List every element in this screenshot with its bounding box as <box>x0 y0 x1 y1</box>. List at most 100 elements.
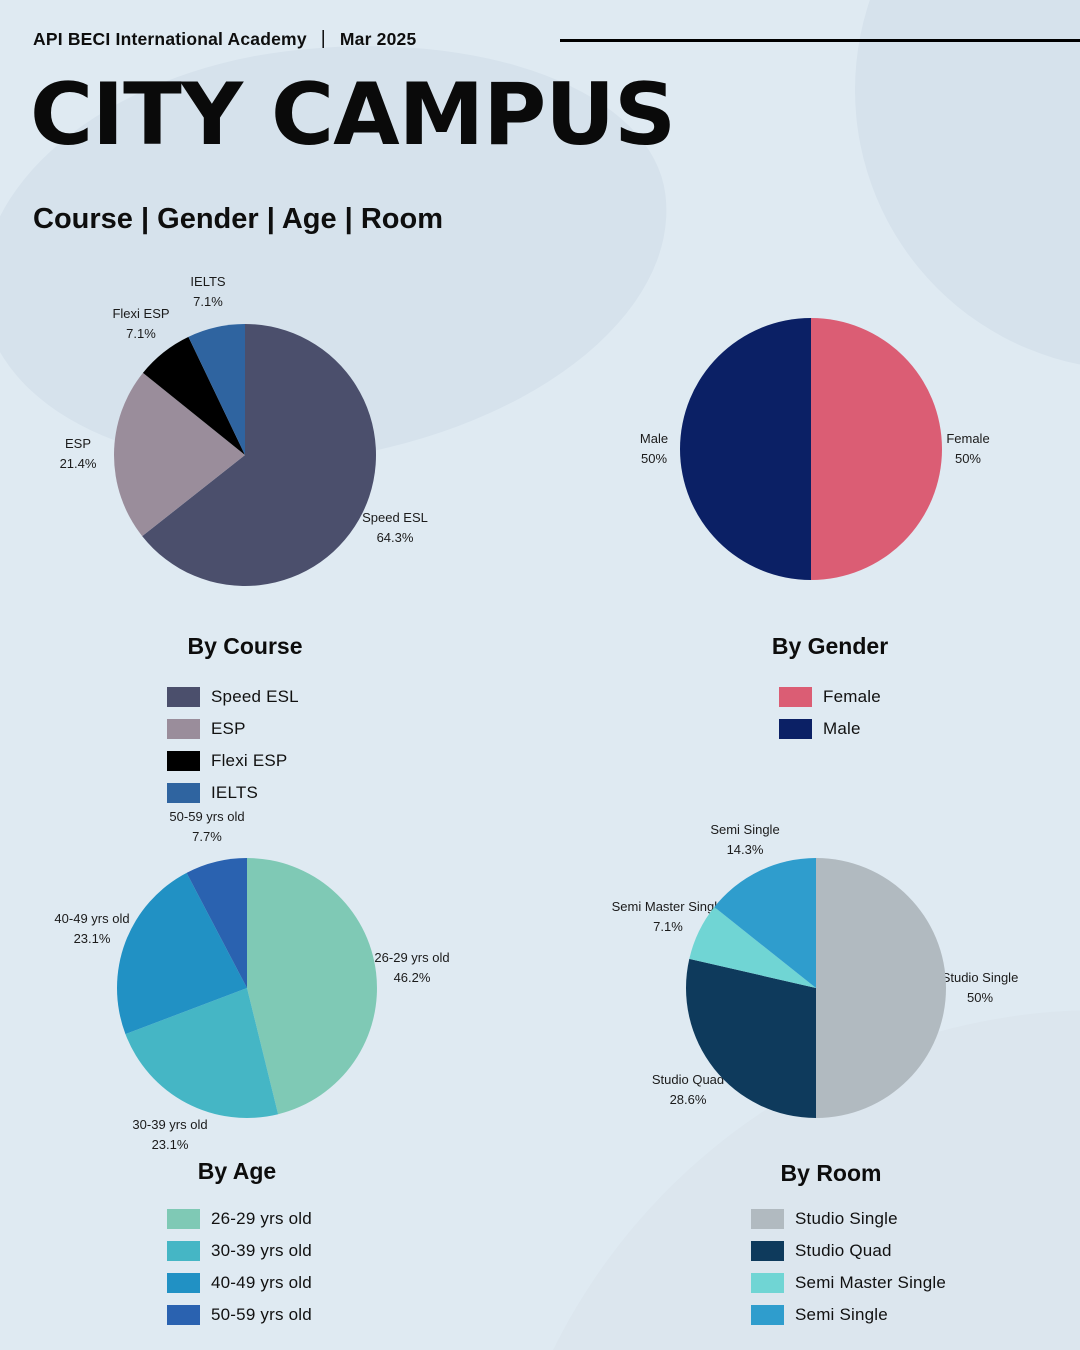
pie-slice-label-female: Female 50% <box>946 429 989 469</box>
legend-label-text: 30-39 yrs old <box>211 1241 312 1260</box>
pie-slice-label-studio-quad: Studio Quad 28.6% <box>652 1070 724 1110</box>
slice-label-text: Studio Single <box>941 969 1019 985</box>
slice-percentage-text: 14.3% <box>726 842 764 857</box>
pie-slice-semi-single <box>714 858 816 988</box>
slice-label-text: Semi Single <box>710 821 780 837</box>
slice-percentage-text: 7.7% <box>192 829 222 844</box>
legend-swatch-studio-single <box>751 1209 784 1229</box>
pie-slice-semi-master-single <box>689 907 816 988</box>
pie-chart-by-room <box>685 858 946 1118</box>
pie-slice-label-studio-single: Studio Single 50% <box>942 968 1019 1008</box>
header-divider: | <box>320 28 326 49</box>
slice-percentage-text: 28.6% <box>669 1092 707 1107</box>
chart-title-by-age: By Age <box>197 1158 277 1184</box>
pie-slice-40-49-yrs-old <box>117 872 247 1035</box>
legend-item-semi-single: Semi Single <box>751 1299 946 1331</box>
legend-label-text: 50-59 yrs old <box>211 1305 312 1324</box>
pie-slice-label-50-59-yrs-old: 50-59 yrs old 7.7% <box>169 807 244 847</box>
slice-label-text: Flexi ESP <box>112 305 170 321</box>
legend-swatch-female <box>779 687 812 707</box>
legend-item-50-59-yrs-old: 50-59 yrs old <box>167 1299 312 1331</box>
slice-percentage-text: 7.1% <box>193 294 223 309</box>
pie-chart-by-course <box>114 324 377 586</box>
pie-slice-studio-single <box>816 858 946 1118</box>
legend-swatch-studio-quad <box>751 1241 784 1261</box>
slice-percentage-text: 21.4% <box>59 456 97 471</box>
pie-slice-label-semi-single: Semi Single 14.3% <box>710 820 779 860</box>
pie-slice-26-29-yrs-old <box>247 858 377 1115</box>
pie-slice-30-39-yrs-old <box>125 988 279 1118</box>
legend-item-esp: ESP <box>167 713 299 745</box>
slice-label-text: Semi Master Single <box>611 898 725 914</box>
legend-swatch-ielts <box>167 783 200 803</box>
pie-slice-label-40-49-yrs-old: 40-49 yrs old 23.1% <box>54 909 129 949</box>
slice-percentage-text: 46.2% <box>393 970 431 985</box>
pie-slice-label-speed-esl: Speed ESL 64.3% <box>362 508 428 548</box>
pie-slice-label-ielts: IELTS 7.1% <box>190 272 225 312</box>
legend-swatch-50-59-yrs-old <box>167 1305 200 1325</box>
legend-label-text: Flexi ESP <box>211 751 288 770</box>
slice-label-text: Studio Quad <box>651 1071 725 1087</box>
legend-label-text: Semi Master Single <box>795 1273 946 1292</box>
slice-percentage-text: 50% <box>640 451 668 466</box>
legend-item-studio-quad: Studio Quad <box>751 1235 946 1267</box>
header: API BECI International Academy | Mar 202… <box>33 28 416 50</box>
slice-percentage-text: 64.3% <box>376 530 414 545</box>
legend-swatch-esp <box>167 719 200 739</box>
legend-item-26-29-yrs-old: 26-29 yrs old <box>167 1203 312 1235</box>
pie-slice-label-26-29-yrs-old: 26-29 yrs old 46.2% <box>374 948 449 988</box>
slice-label-text: Speed ESL <box>362 509 428 525</box>
legend-label-text: Speed ESL <box>211 687 299 706</box>
legend-label-text: Semi Single <box>795 1305 888 1324</box>
pie-slice-speed-esl <box>142 324 377 586</box>
pie-slice-label-male: Male 50% <box>640 429 668 469</box>
legend-swatch-speed-esl <box>167 687 200 707</box>
legend-swatch-26-29-yrs-old <box>167 1209 200 1229</box>
legend-item-ielts: IELTS <box>167 777 299 809</box>
legend-item-40-49-yrs-old: 40-49 yrs old <box>167 1267 312 1299</box>
pie-slice-esp <box>114 372 245 537</box>
legend-label-text: Male <box>823 719 861 738</box>
page-subtitle: Course | Gender | Age | Room <box>33 203 443 235</box>
slice-label-text: 30-39 yrs old <box>132 1116 208 1132</box>
legend-label-text: Studio Quad <box>795 1241 892 1260</box>
pie-slice-male <box>680 318 811 580</box>
slice-percentage-text: 23.1% <box>73 931 111 946</box>
pie-slice-label-30-39-yrs-old: 30-39 yrs old 23.1% <box>132 1115 207 1155</box>
slice-label-text: 26-29 yrs old <box>374 949 450 965</box>
legend-label-text: IELTS <box>211 783 258 802</box>
slice-percentage-text: 50% <box>966 990 994 1005</box>
chart-title-by-room: By Room <box>780 1160 882 1186</box>
page-title: CITY CAMPUS <box>30 65 676 165</box>
legend-swatch-semi-single <box>751 1305 784 1325</box>
legend-swatch-40-49-yrs-old <box>167 1273 200 1293</box>
legend-label-text: 40-49 yrs old <box>211 1273 312 1292</box>
pie-slice-label-flexi-esp: Flexi ESP 7.1% <box>112 304 169 344</box>
slice-percentage-text: 7.1% <box>653 919 683 934</box>
legend-item-speed-esl: Speed ESL <box>167 681 299 713</box>
pie-slice-female <box>811 318 942 580</box>
legend-item-semi-master-single: Semi Master Single <box>751 1267 946 1299</box>
pie-slice-label-esp: ESP 21.4% <box>60 434 97 474</box>
slice-label-text: IELTS <box>190 273 226 289</box>
slice-label-text: ESP <box>64 435 91 451</box>
pie-slice-studio-quad <box>685 958 816 1118</box>
pie-slice-flexi-esp <box>142 336 245 455</box>
slice-percentage-text: 7.1% <box>126 326 156 341</box>
legend-label-text: 26-29 yrs old <box>211 1209 312 1228</box>
slice-label-text: Male <box>639 430 669 446</box>
legend-item-male: Male <box>779 713 881 745</box>
slice-percentage-text: 23.1% <box>151 1137 189 1152</box>
header-date: Mar 2025 <box>339 28 417 49</box>
pie-chart-by-gender <box>680 318 942 580</box>
chart-title-by-course: By Course <box>187 633 303 659</box>
slice-label-text: 40-49 yrs old <box>54 910 130 926</box>
legend-item-studio-single: Studio Single <box>751 1203 946 1235</box>
legend-item-30-39-yrs-old: 30-39 yrs old <box>167 1235 312 1267</box>
chart-title-by-gender: By Gender <box>771 633 889 659</box>
legend-by-gender: Female Male <box>779 681 881 745</box>
legend-by-room: Studio Single Studio Quad Semi Master Sing… <box>751 1203 946 1331</box>
legend-label-text: Studio Single <box>795 1209 898 1228</box>
pie-slice-50-59-yrs-old <box>186 858 247 988</box>
